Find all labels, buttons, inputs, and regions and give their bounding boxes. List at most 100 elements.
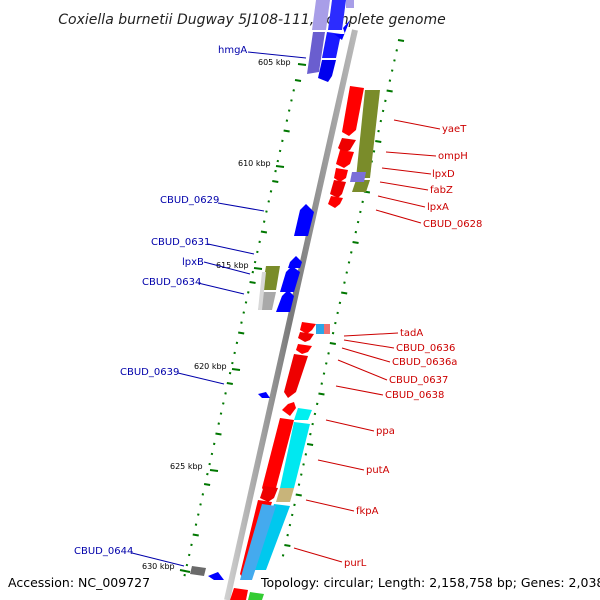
tick-mark — [244, 301, 248, 304]
tick-mark — [231, 361, 234, 365]
lavender-block — [346, 0, 354, 8]
tick-mark — [284, 544, 291, 547]
lavender-bar — [350, 172, 366, 182]
gene-label-yaeT: yaeT — [442, 124, 467, 135]
small-gray-block — [190, 566, 206, 576]
tick-mark — [295, 493, 302, 497]
gene-label-hmgA: hmgA — [218, 45, 247, 56]
gene-arrow-CBUD_0644 — [208, 572, 224, 580]
tick-mark — [278, 149, 282, 153]
tick-mark — [247, 291, 250, 294]
tick-mark — [206, 472, 209, 476]
tick-mark — [304, 453, 308, 456]
tick-mark — [395, 49, 398, 52]
gene-arrow-CBUD_0629 — [294, 204, 314, 236]
tick-mark — [226, 382, 233, 385]
tick-mark — [334, 321, 337, 325]
tick-mark — [242, 311, 245, 314]
kbp-label-630: 630 kbp — [142, 562, 175, 571]
gene-arrow-yaeT — [342, 86, 364, 136]
gene-label-CBUD_0636: CBUD_0636 — [396, 343, 455, 354]
gene-arrow-CBUD_0636 — [298, 332, 314, 342]
tick-mark — [302, 463, 305, 466]
tick-mark — [222, 402, 225, 405]
gene-arrow-ppa — [262, 418, 294, 494]
cyan-bar-2 — [280, 422, 310, 488]
tick-mark — [240, 321, 243, 324]
tick-mark — [341, 291, 348, 295]
forward-cluster-3 — [190, 408, 312, 600]
tick-mark — [293, 503, 296, 507]
tick-mark — [345, 271, 348, 274]
gene-arrow-blue-5 — [334, 20, 350, 40]
gene-arrow-fabZ — [334, 168, 348, 182]
gene-arrow-CBUD_0637 — [284, 354, 308, 398]
tick-mark — [288, 523, 292, 527]
gene-label-CBUD_0639: CBUD_0639 — [120, 367, 179, 378]
kbp-label-605: 605 kbp — [258, 58, 291, 67]
tick-mark — [327, 352, 330, 355]
gene-label-lpxB: lpxB — [182, 257, 204, 268]
gene-label-CBUD_0644: CBUD_0644 — [74, 546, 133, 557]
tick-mark — [235, 341, 239, 345]
tan-bar — [276, 488, 294, 502]
gene-label-fkpA: fkpA — [356, 506, 379, 517]
tick-mark — [203, 483, 211, 486]
gene-label-ompH: ompH — [438, 151, 468, 162]
tick-mark — [197, 513, 200, 516]
gene-arrow-blue-4 — [318, 60, 336, 82]
tick-mark — [386, 89, 393, 93]
tick-mark — [199, 503, 202, 506]
gene-arrow-lpxD — [336, 150, 354, 168]
gene-arrow-hmgA — [312, 0, 330, 30]
tick-mark — [336, 311, 339, 315]
tick-mark — [251, 270, 255, 274]
gene-arrow-blue-3 — [322, 32, 341, 58]
tick-mark — [208, 462, 211, 466]
tick-mark — [338, 301, 342, 305]
gene-label-CBUD_0631: CBUD_0631 — [151, 237, 210, 248]
gene-arrow-CBUD_0636a — [296, 344, 312, 354]
gene-arrow-CBUD_0634 — [276, 290, 294, 312]
gene-arrow-ompH — [338, 138, 356, 153]
kbp-label-620: 620 kbp — [194, 362, 227, 371]
accession-text: Accession: NC_009727 — [8, 575, 150, 590]
tick-mark — [260, 230, 268, 234]
green-bar — [248, 592, 264, 600]
kbp-label-610: 610 kbp — [238, 159, 271, 168]
tick-mark — [290, 513, 294, 517]
tick-mark — [233, 351, 236, 355]
tick-mark — [329, 342, 336, 345]
tick-mark — [384, 99, 387, 103]
gene-arrow-CBUD_0628 — [328, 196, 343, 208]
gene-label-CBUD_0634: CBUD_0634 — [142, 277, 201, 288]
tick-mark — [397, 39, 405, 42]
tick-mark — [217, 422, 220, 425]
tick-mark — [377, 129, 380, 133]
gray-bar-2 — [258, 272, 266, 310]
tick-mark — [388, 79, 392, 82]
gene-arrow-CBUD_0631 — [288, 256, 302, 268]
tick-mark — [192, 533, 199, 537]
tick-mark — [313, 412, 317, 416]
tick-mark — [258, 240, 261, 244]
tick-mark — [318, 392, 325, 396]
tick-mark — [274, 169, 277, 173]
tick-mark — [210, 452, 214, 456]
tick-mark — [356, 220, 360, 224]
kbp-label-615: 615 kbp — [216, 261, 249, 270]
gene-label-putA: putA — [366, 465, 390, 476]
tick-mark — [297, 483, 301, 486]
tick-mark — [265, 210, 268, 213]
tick-mark — [381, 109, 385, 113]
gene-label-CBUD_0637: CBUD_0637 — [389, 375, 448, 386]
reverse-cluster-1 — [258, 204, 314, 312]
tick-mark — [285, 119, 289, 122]
tick-mark — [306, 443, 314, 446]
tick-mark — [311, 422, 314, 426]
gene-label-CBUD_0638: CBUD_0638 — [385, 390, 444, 401]
tick-mark — [190, 543, 193, 547]
forward-cluster-1 — [328, 86, 380, 208]
gene-arrow-tadA — [300, 322, 316, 334]
